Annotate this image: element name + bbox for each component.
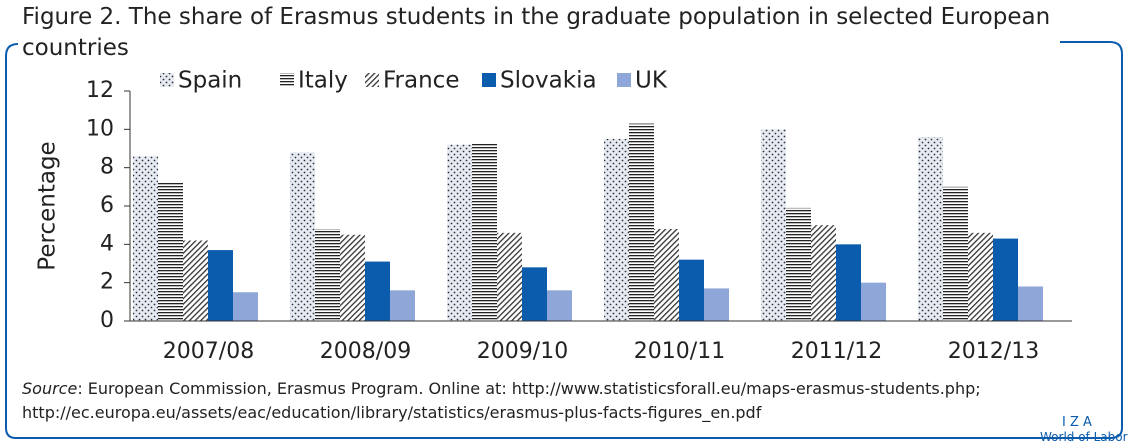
source-text: : European Commission, Erasmus Program. … <box>77 379 980 398</box>
bar <box>365 261 390 321</box>
bar <box>604 138 629 321</box>
y-tick-label: 2 <box>100 270 114 295</box>
x-tick-label: 2012/13 <box>948 339 1039 364</box>
bar <box>340 234 365 321</box>
bar <box>629 123 654 321</box>
bar <box>786 207 811 321</box>
x-tick-label: 2008/09 <box>320 339 411 364</box>
y-tick-label: 12 <box>86 78 114 103</box>
x-tick-label: 2007/08 <box>163 339 254 364</box>
bar <box>233 292 258 321</box>
bar <box>679 259 704 321</box>
y-tick-label: 4 <box>100 231 114 256</box>
bar <box>133 156 158 321</box>
legend-label: Spain <box>178 68 242 94</box>
bar <box>993 238 1018 321</box>
y-axis-label: Percentage <box>35 141 61 270</box>
y-tick-label: 8 <box>100 155 114 180</box>
source-text: http://ec.europa.eu/assets/eac/education… <box>22 403 762 423</box>
legend-swatch <box>482 73 496 87</box>
bar <box>547 290 572 321</box>
logo: I Z A <box>1062 415 1092 430</box>
legend-swatch <box>160 73 174 87</box>
bar <box>497 232 522 321</box>
bar <box>704 288 729 321</box>
chart-title: countries <box>22 35 129 61</box>
legend-swatch <box>617 73 631 87</box>
bar <box>208 250 233 321</box>
bar <box>183 240 208 321</box>
y-tick-label: 6 <box>100 193 114 218</box>
x-tick-label: 2011/12 <box>791 339 882 364</box>
chart-title: Figure 2. The share of Erasmus students … <box>22 4 1050 30</box>
bar <box>943 186 968 321</box>
x-tick-label: 2010/11 <box>634 339 725 364</box>
legend-swatch <box>280 73 294 87</box>
frame <box>5 41 1123 439</box>
bar <box>390 290 415 321</box>
bar <box>968 232 993 321</box>
bar <box>811 225 836 321</box>
legend-label: Italy <box>298 68 348 94</box>
y-tick-label: 0 <box>100 308 114 333</box>
bar <box>315 229 340 321</box>
bar <box>472 142 497 321</box>
legend-label: UK <box>635 68 668 94</box>
y-tick-label: 10 <box>86 116 114 141</box>
bar <box>761 129 786 321</box>
bar <box>290 152 315 321</box>
bar <box>158 183 183 321</box>
legend-swatch <box>365 73 379 87</box>
source-label: Source <box>22 379 77 398</box>
bar <box>836 244 861 321</box>
bar <box>861 282 886 321</box>
bar <box>522 267 547 321</box>
logo: World of Labor <box>1040 430 1128 444</box>
source: Source: European Commission, Erasmus Pro… <box>22 379 981 398</box>
x-tick-label: 2009/10 <box>477 339 568 364</box>
legend-label: Slovakia <box>500 68 597 94</box>
bar <box>918 137 943 321</box>
bar <box>447 144 472 321</box>
bar <box>1018 286 1043 321</box>
legend-label: France <box>383 68 459 94</box>
bar <box>654 229 679 321</box>
